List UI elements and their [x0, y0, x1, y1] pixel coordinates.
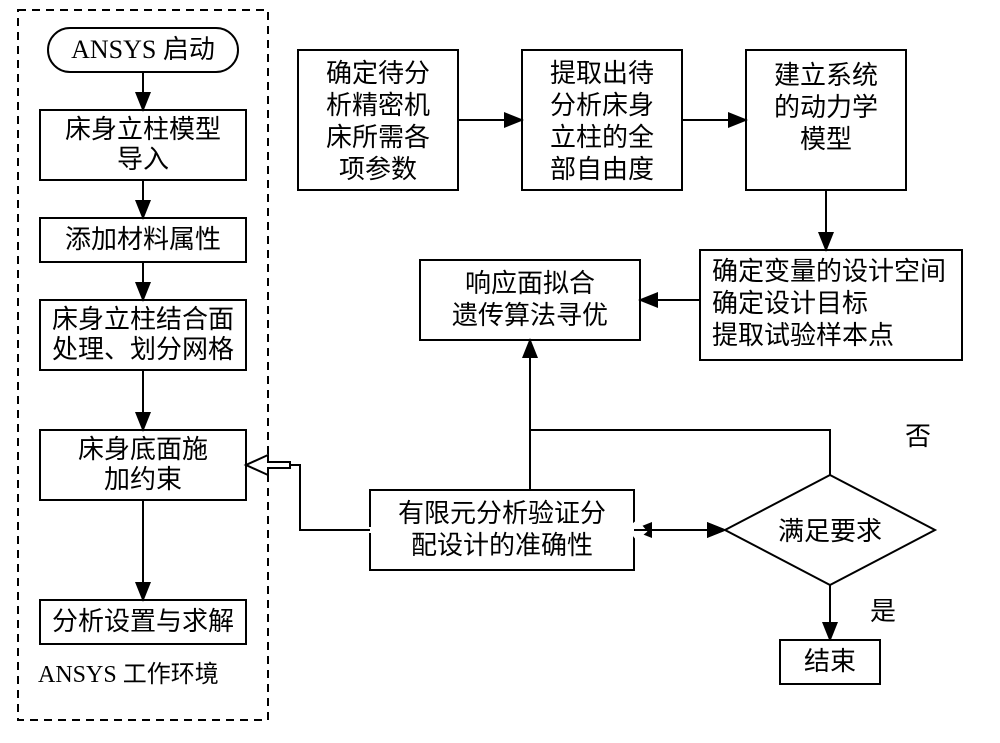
top1-l3: 床所需各: [326, 123, 430, 152]
top3-l1: 建立系统: [774, 61, 878, 90]
decision-text: 满足要求: [778, 517, 882, 546]
ansys-step-2: 添加材料属性: [40, 218, 246, 262]
end-text: 结束: [804, 647, 856, 676]
ansys-step-4-line2: 加约束: [104, 465, 182, 494]
top-box-1: 确定待分 析精密机 床所需各 项参数: [298, 50, 458, 190]
top1-l1: 确定待分: [326, 59, 430, 88]
open-arrowhead: [246, 455, 290, 475]
top2-l3: 立柱的全: [550, 123, 654, 152]
end-box: 结束: [780, 640, 880, 684]
arrow-decision-no-path: [530, 430, 830, 475]
top2-l2: 分析床身: [550, 91, 654, 120]
flowchart-canvas: ANSYS 启动 床身立柱模型 导入 添加材料属性 床身立柱结合面 处理、划分网…: [0, 0, 1000, 743]
ds-l2: 确定设计目标: [712, 289, 868, 318]
top-box-3: 建立系统 的动力学 模型: [746, 50, 906, 190]
ansys-step-1: 床身立柱模型 导入: [40, 110, 246, 180]
top3-l2: 的动力学: [774, 93, 878, 122]
ansys-step-1-line1: 床身立柱模型: [65, 115, 221, 144]
ansys-step-4: 床身底面施 加约束: [40, 430, 246, 500]
design-space-box: 确定变量的设计空间 确定设计目标 提取试验样本点: [700, 250, 962, 360]
no-label: 否: [905, 422, 931, 451]
top2-l4: 部自由度: [550, 155, 654, 184]
ansys-step-5-line1: 分析设置与求解: [52, 607, 234, 636]
ansys-step-3-line1: 床身立柱结合面: [52, 305, 234, 334]
ansys-step-4-line1: 床身底面施: [78, 435, 208, 464]
top3-l3: 模型: [800, 125, 852, 154]
rs-l1: 响应面拟合: [465, 269, 595, 298]
start-label: ANSYS 启动: [71, 35, 215, 64]
ansys-step-3: 床身立柱结合面 处理、划分网格: [40, 300, 246, 370]
ansys-env-label: ANSYS 工作环境: [38, 661, 219, 688]
decision-diamond: 满足要求: [725, 475, 935, 585]
yes-label: 是: [870, 597, 896, 626]
vb-l1: 有限元分析验证分: [398, 499, 606, 528]
response-surface-box: 响应面拟合 遗传算法寻优: [420, 260, 640, 340]
top-box-2: 提取出待 分析床身 立柱的全 部自由度: [522, 50, 682, 190]
top1-l4: 项参数: [339, 155, 417, 184]
open-arrow-path: [268, 465, 370, 530]
verify-box: 有限元分析验证分 配设计的准确性: [370, 490, 634, 570]
ds-l3: 提取试验样本点: [712, 321, 894, 350]
vb-l2: 配设计的准确性: [411, 531, 593, 560]
ansys-step-5: 分析设置与求解: [40, 600, 246, 644]
ansys-step-2-line1: 添加材料属性: [65, 225, 221, 254]
ansys-step-1-line2: 导入: [117, 145, 169, 174]
top2-l1: 提取出待: [550, 59, 654, 88]
ds-l1: 确定变量的设计空间: [712, 257, 946, 286]
ansys-step-3-line2: 处理、划分网格: [52, 335, 234, 364]
top1-l2: 析精密机: [326, 91, 430, 120]
rs-l2: 遗传算法寻优: [452, 301, 608, 330]
